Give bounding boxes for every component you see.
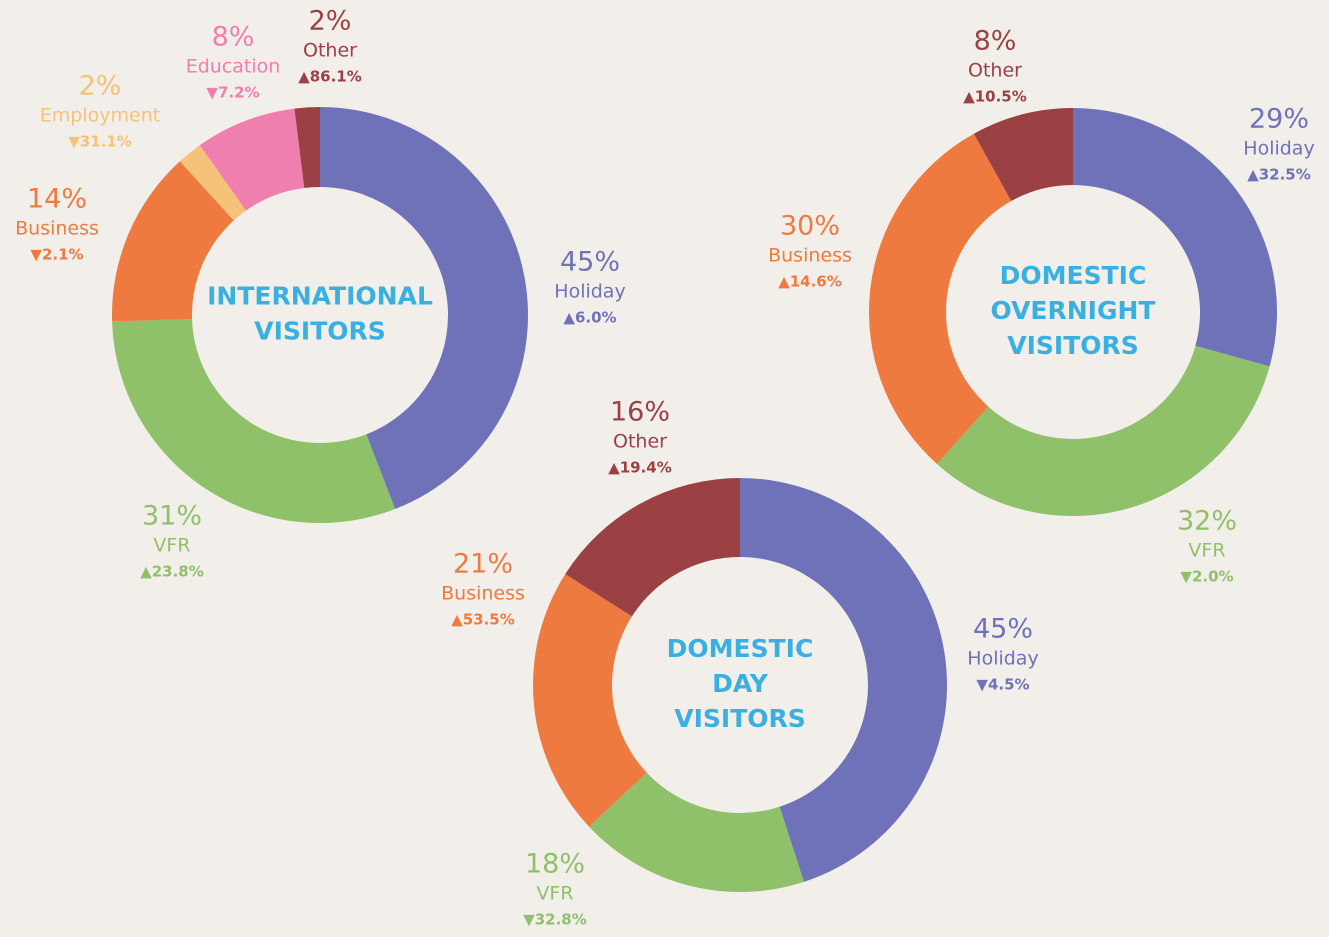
category-label: Other: [613, 431, 667, 453]
category-label: VFR: [1188, 540, 1225, 562]
value-label: 29%: [1249, 104, 1309, 135]
donut-slice: [565, 478, 740, 617]
chart-title: DOMESTIC: [1000, 261, 1147, 290]
category-label: Education: [186, 56, 281, 78]
change-label: ▲19.4%: [608, 459, 672, 477]
value-label: 18%: [525, 849, 585, 880]
change-label: ▼2.1%: [30, 246, 83, 264]
category-label: Business: [15, 218, 99, 240]
donut-slice: [199, 108, 305, 211]
change-label: ▲6.0%: [563, 309, 616, 327]
category-label: VFR: [536, 883, 573, 905]
category-label: VFR: [153, 535, 190, 557]
donut-slice: [294, 107, 320, 188]
category-label: Other: [303, 40, 357, 62]
chart-title: INTERNATIONAL: [207, 282, 433, 311]
chart-title: OVERNIGHT: [991, 296, 1156, 325]
value-label: 2%: [309, 6, 352, 37]
change-label: ▼32.8%: [523, 911, 587, 929]
category-label: Employment: [40, 105, 160, 127]
value-label: 45%: [560, 247, 620, 278]
change-label: ▲23.8%: [140, 563, 204, 581]
donut-slice: [589, 772, 804, 892]
value-label: 2%: [79, 71, 122, 102]
value-label: 32%: [1177, 506, 1237, 537]
donut-slice: [868, 133, 1012, 465]
donut-slice: [973, 108, 1073, 202]
change-label: ▲53.5%: [451, 611, 515, 629]
donut-slice: [1073, 108, 1277, 367]
chart-title: VISITORS: [674, 704, 806, 733]
donut-slice: [740, 478, 948, 882]
value-label: 8%: [212, 22, 255, 53]
value-label: 31%: [142, 501, 202, 532]
category-label: Holiday: [1243, 138, 1314, 160]
value-label: 14%: [27, 184, 87, 215]
donut-slice: [533, 574, 647, 827]
category-label: Other: [968, 60, 1022, 82]
value-label: 8%: [974, 26, 1017, 57]
change-label: ▼7.2%: [206, 84, 259, 102]
category-label: Holiday: [967, 648, 1038, 670]
donut-slice: [320, 107, 528, 509]
change-label: ▲14.6%: [778, 273, 842, 291]
value-label: 16%: [610, 397, 670, 428]
change-label: ▼2.0%: [1180, 568, 1233, 586]
value-label: 45%: [973, 614, 1033, 645]
category-label: Business: [441, 583, 525, 605]
donut-slice: [112, 318, 396, 523]
change-label: ▼31.1%: [68, 133, 132, 151]
chart-title: DOMESTIC: [667, 634, 814, 663]
category-label: Business: [768, 245, 852, 267]
change-label: ▲86.1%: [298, 68, 362, 86]
change-label: ▲10.5%: [963, 88, 1027, 106]
chart-title: DAY: [712, 669, 769, 698]
donut-slice: [179, 145, 247, 221]
value-label: 21%: [453, 549, 513, 580]
change-label: ▼4.5%: [976, 676, 1029, 694]
donut-slice: [936, 345, 1270, 516]
change-label: ▲32.5%: [1247, 166, 1311, 184]
chart-title: VISITORS: [254, 317, 386, 346]
chart-title: VISITORS: [1007, 331, 1139, 360]
donut-slice: [112, 161, 234, 322]
value-label: 30%: [780, 211, 840, 242]
category-label: Holiday: [554, 281, 625, 303]
